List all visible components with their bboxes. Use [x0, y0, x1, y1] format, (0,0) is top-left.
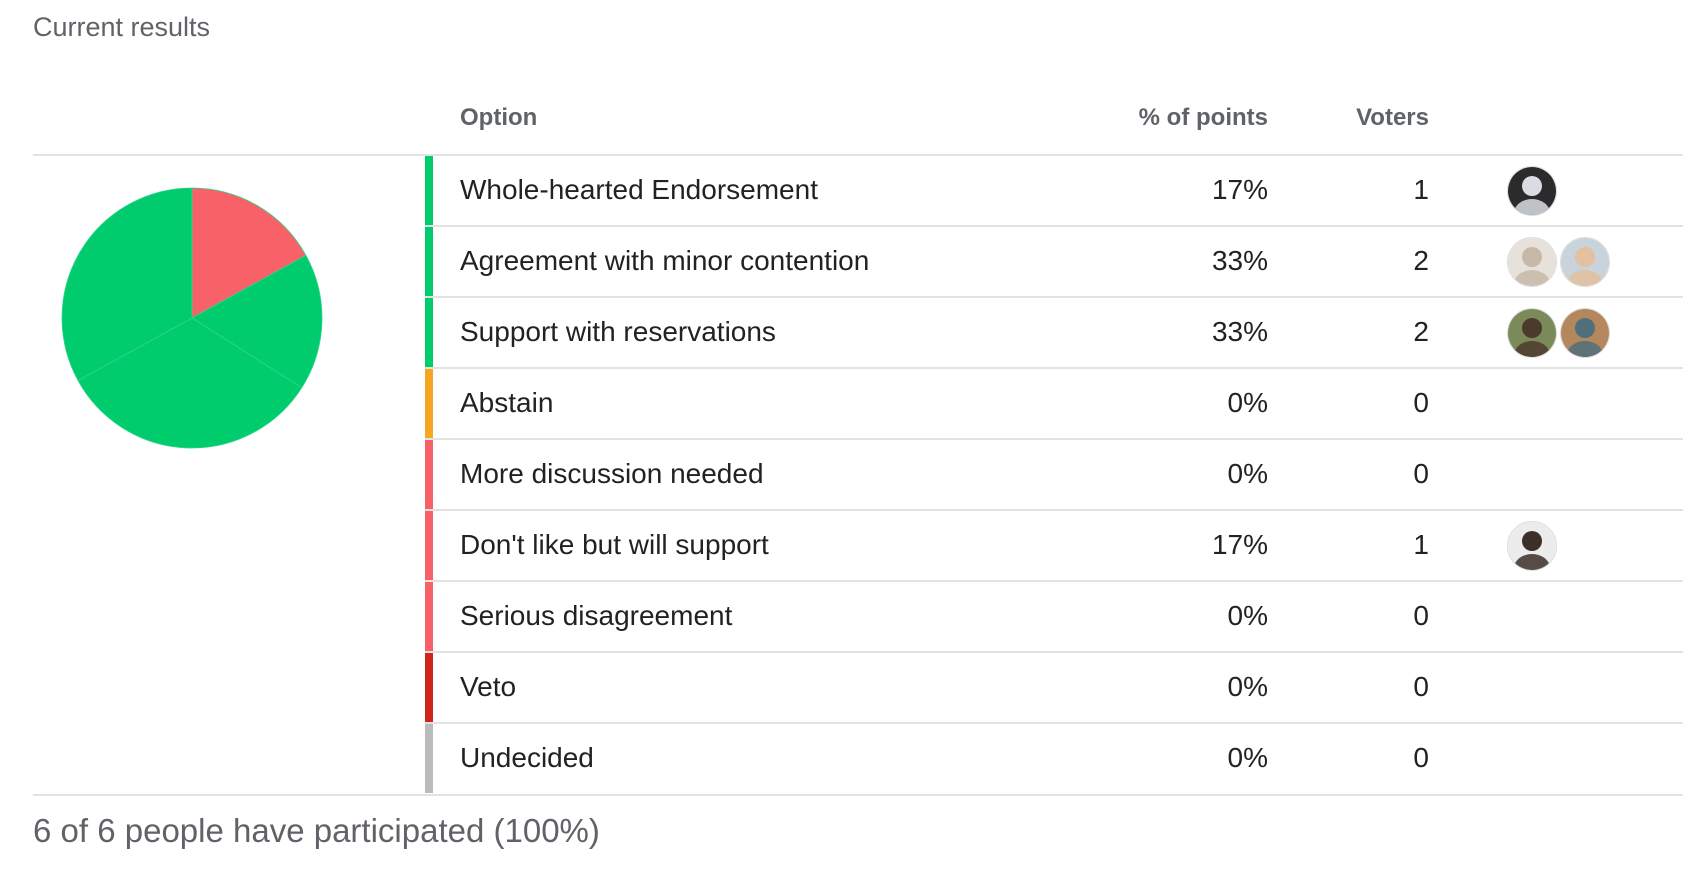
column-header-points: % of points [1138, 104, 1268, 131]
option-label: Veto [460, 671, 517, 702]
option-label: Support with reservations [460, 316, 776, 347]
voter-avatar[interactable] [1560, 308, 1610, 358]
option-color-bar [425, 440, 433, 509]
results-pie-chart [61, 187, 323, 449]
voter-avatar[interactable] [1560, 237, 1610, 287]
option-row: More discussion needed 0% 0 [425, 440, 1683, 511]
option-voter-count: 2 [1413, 316, 1429, 347]
option-row: Abstain 0% 0 [425, 369, 1683, 440]
option-label: Undecided [460, 742, 594, 773]
voter-avatar[interactable] [1507, 521, 1557, 571]
column-header-option: Option [460, 104, 538, 131]
option-voter-count: 0 [1413, 600, 1429, 631]
column-header-voters: Voters [1356, 104, 1429, 131]
option-row: Support with reservations 33% 2 [425, 298, 1683, 369]
option-percent: 17% [1211, 174, 1268, 205]
option-color-bar [425, 582, 433, 651]
voter-avatar[interactable] [1507, 166, 1557, 216]
results-panel: Option % of points Voters Whole-hearted … [33, 86, 1683, 796]
option-row: Veto 0% 0 [425, 653, 1683, 724]
option-percent: 0% [1227, 742, 1268, 773]
option-color-bar [425, 227, 433, 296]
option-voter-count: 0 [1413, 671, 1429, 702]
option-color-bar [425, 369, 433, 438]
option-percent: 33% [1211, 316, 1268, 347]
option-percent: 0% [1227, 458, 1268, 489]
voter-avatar[interactable] [1507, 237, 1557, 287]
option-percent: 33% [1211, 245, 1268, 276]
option-voter-count: 1 [1413, 174, 1429, 205]
pie-slice [191, 254, 323, 389]
pie-slice [61, 187, 193, 382]
option-row: Agreement with minor contention 33% 2 [425, 227, 1683, 298]
option-label: Abstain [460, 387, 554, 418]
option-label: Don't like but will support [460, 529, 769, 560]
option-voter-count: 0 [1413, 387, 1429, 418]
option-row: Serious disagreement 0% 0 [425, 582, 1683, 653]
option-voter-count: 1 [1413, 529, 1429, 560]
option-voter-avatars [1507, 237, 1610, 287]
option-row: Don't like but will support 17% 1 [425, 511, 1683, 582]
option-percent: 0% [1227, 671, 1268, 702]
option-voter-count: 0 [1413, 458, 1429, 489]
participation-summary: 6 of 6 people have participated (100%) [33, 812, 600, 849]
option-percent: 17% [1211, 529, 1268, 560]
results-table: Whole-hearted Endorsement 17% 1 Agreement w… [425, 156, 1683, 793]
results-title: Current results [33, 12, 211, 42]
option-row: Undecided 0% 0 [425, 724, 1683, 793]
option-color-bar [425, 156, 433, 225]
pie-slice [77, 317, 303, 449]
pie-chart-cell [33, 156, 425, 794]
option-color-bar [425, 724, 433, 793]
option-voter-count: 2 [1413, 245, 1429, 276]
option-voter-avatars [1507, 521, 1557, 571]
option-color-bar [425, 298, 433, 367]
option-voter-avatars [1507, 308, 1610, 358]
voter-avatar[interactable] [1507, 308, 1557, 358]
option-row: Whole-hearted Endorsement 17% 1 [425, 156, 1683, 227]
option-color-bar [425, 653, 433, 722]
option-label: Whole-hearted Endorsement [460, 174, 818, 205]
results-body: Whole-hearted Endorsement 17% 1 Agreement w… [33, 156, 1683, 796]
results-header: Option % of points Voters [33, 86, 1683, 156]
option-label: More discussion needed [460, 458, 764, 489]
option-percent: 0% [1227, 387, 1268, 418]
option-label: Agreement with minor contention [460, 245, 870, 276]
option-label: Serious disagreement [460, 600, 733, 631]
option-voter-count: 0 [1413, 742, 1429, 773]
pie-slice [191, 187, 307, 319]
option-voter-avatars [1507, 166, 1557, 216]
option-color-bar [425, 511, 433, 580]
option-percent: 0% [1227, 600, 1268, 631]
